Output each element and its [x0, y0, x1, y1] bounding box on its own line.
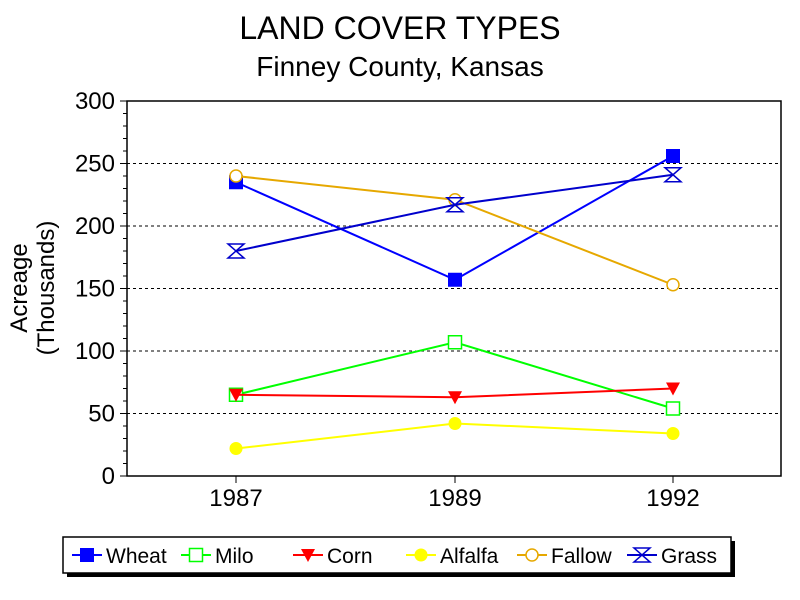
- chart-subtitle: Finney County, Kansas: [256, 51, 544, 82]
- legend-marker: [414, 548, 428, 562]
- alfalfa-point: [448, 417, 462, 430]
- legend-marker: [301, 549, 315, 562]
- x-tick-label: 1987: [209, 485, 262, 512]
- x-tick-label: 1989: [428, 485, 481, 512]
- fallow-point: [229, 169, 243, 183]
- corn-point: [448, 391, 462, 405]
- y-tick-label: 300: [75, 88, 115, 115]
- legend-item-corn: Corn: [293, 545, 373, 568]
- wheat-line: [235, 155, 674, 281]
- y-axis-ticks: 0 50 100 150 200 250 300: [75, 88, 127, 490]
- grass-line: [235, 173, 674, 252]
- legend-marker: [525, 548, 539, 562]
- y-tick-label: 250: [75, 151, 115, 178]
- legend-label: Grass: [661, 545, 717, 568]
- grass-point: [663, 167, 683, 183]
- legend-marker: [188, 547, 204, 563]
- fallow-point: [666, 278, 680, 292]
- legend: Wheat Milo Corn Alfalfa Fallow Grass: [62, 536, 735, 577]
- series-layer: [226, 149, 683, 455]
- y-tick-label: 150: [75, 276, 115, 303]
- legend-item-milo: Milo: [181, 545, 254, 568]
- series-fallow: [229, 169, 680, 292]
- legend-label: Milo: [215, 545, 254, 568]
- milo-point: [447, 335, 463, 350]
- legend-item-wheat: Wheat: [72, 545, 167, 568]
- corn-point: [666, 382, 680, 396]
- y-tick-label: 200: [75, 213, 115, 240]
- series-corn: [229, 382, 680, 405]
- alfalfa-point: [666, 427, 680, 440]
- legend-box: [62, 536, 732, 574]
- grid-lines: [127, 163, 781, 414]
- y-tick-label: 0: [102, 463, 115, 490]
- legend-item-alfalfa: Alfalfa: [406, 545, 499, 568]
- x-tick-label: 1992: [646, 485, 699, 512]
- wheat-point: [448, 272, 462, 287]
- legend-item-fallow: Fallow: [517, 545, 613, 568]
- wheat-point: [666, 149, 680, 163]
- x-axis-ticks: 1987 1989 1992: [209, 476, 700, 512]
- series-grass: [226, 167, 683, 259]
- y-axis-label-line2: (Thousands): [33, 221, 60, 356]
- legend-label: Corn: [327, 545, 373, 568]
- series-alfalfa: [229, 417, 680, 455]
- y-tick-label: 100: [75, 338, 115, 365]
- legend-label: Fallow: [551, 545, 613, 568]
- grass-point: [226, 243, 246, 259]
- legend-marker: [80, 548, 94, 562]
- legend-label: Alfalfa: [440, 545, 499, 568]
- legend-marker: [632, 547, 652, 563]
- chart-title: LAND COVER TYPES: [239, 10, 561, 46]
- legend-label: Wheat: [106, 545, 167, 568]
- grass-point: [445, 197, 465, 213]
- legend-item-grass: Grass: [627, 545, 717, 568]
- alfalfa-point: [229, 442, 243, 455]
- milo-point: [665, 401, 681, 416]
- corn-point: [229, 388, 243, 402]
- y-tick-label: 50: [88, 401, 115, 428]
- series-wheat: [229, 149, 680, 287]
- y-axis-label-line1: Acreage: [6, 243, 33, 332]
